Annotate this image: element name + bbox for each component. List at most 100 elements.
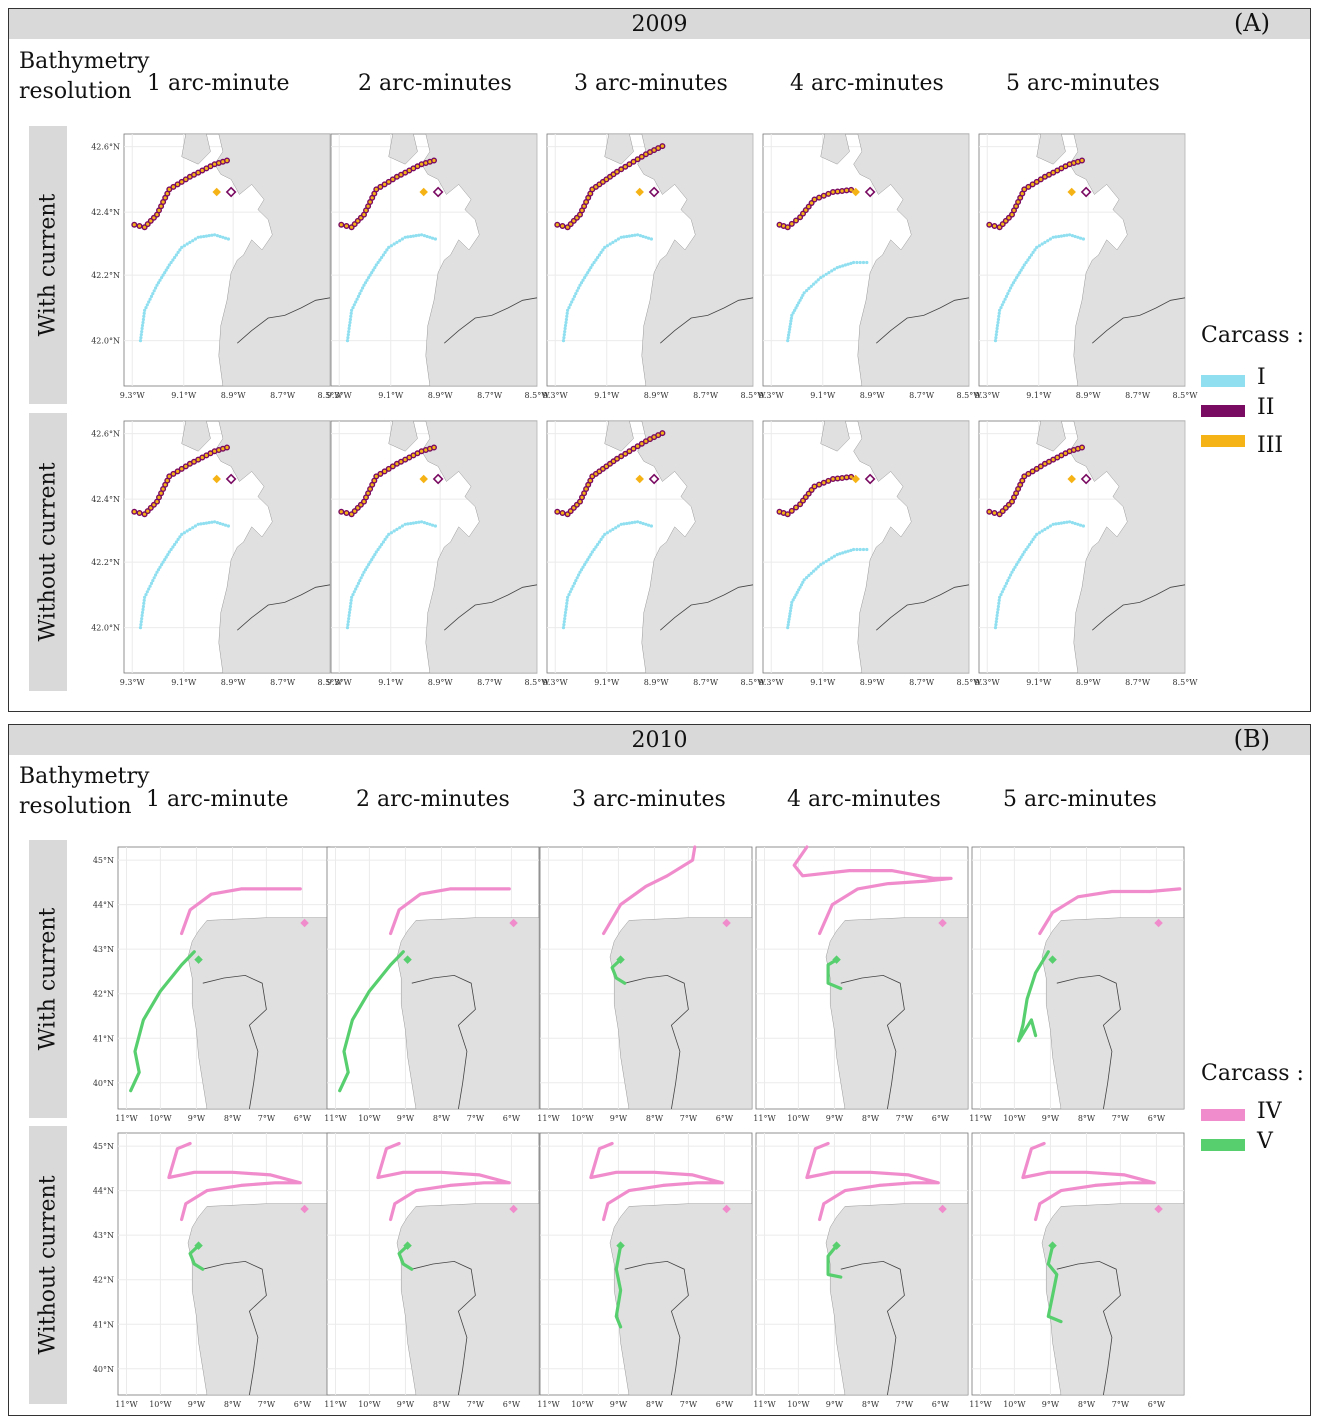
land bbox=[1069, 133, 1186, 387]
x-tick-label: 9.3°W bbox=[543, 391, 569, 400]
trajectory-point bbox=[223, 444, 230, 451]
trajectory-point bbox=[788, 327, 792, 331]
trajectory-IV bbox=[589, 1141, 724, 1222]
trajectory-point bbox=[164, 555, 168, 559]
trajectory-point bbox=[178, 178, 185, 185]
land bbox=[214, 133, 331, 387]
trajectory-point bbox=[1051, 522, 1055, 526]
trajectory-point bbox=[380, 542, 384, 547]
trajectory-point bbox=[352, 590, 356, 594]
trajectory-point bbox=[590, 550, 594, 554]
trajectory-point bbox=[224, 523, 228, 527]
map-facet: 9.3°W 9.1°W 8.9°W 8.7°W 8.5°W bbox=[327, 133, 550, 400]
trajectory-point bbox=[355, 297, 359, 301]
trajectory-point bbox=[354, 587, 358, 591]
x-tick-label: 9°W bbox=[188, 1114, 206, 1123]
trajectory-point bbox=[605, 531, 609, 535]
trajectory-point bbox=[991, 509, 998, 516]
border-line bbox=[1056, 1260, 1121, 1396]
trajectory-point bbox=[849, 261, 853, 265]
trajectory-point bbox=[784, 224, 791, 231]
trajectory-point bbox=[787, 617, 791, 621]
trajectory-point bbox=[345, 626, 350, 630]
trajectory-point bbox=[1021, 186, 1028, 193]
x-tick-label: 6°W bbox=[1148, 1400, 1166, 1409]
trajectory-point bbox=[207, 234, 211, 238]
x-tick-label: 6°W bbox=[716, 1400, 734, 1409]
trajectory-point bbox=[346, 336, 350, 340]
trajectory-point bbox=[381, 253, 385, 257]
trajectory-point bbox=[373, 553, 377, 557]
trajectory-point bbox=[793, 504, 800, 511]
trajectory-point bbox=[136, 222, 143, 229]
trajectory-point bbox=[210, 520, 214, 524]
trajectory-point bbox=[347, 610, 352, 615]
trajectory-point bbox=[1079, 236, 1083, 240]
trajectory-point bbox=[843, 550, 847, 554]
trajectory-point bbox=[821, 274, 825, 278]
trajectory-point bbox=[1022, 550, 1026, 554]
trajectory-point bbox=[376, 260, 380, 265]
trajectory-point bbox=[801, 293, 805, 297]
x-tick-label: 9.1°W bbox=[378, 678, 404, 687]
land bbox=[181, 133, 211, 165]
trajectory-point bbox=[178, 535, 182, 539]
trajectory-point bbox=[354, 300, 358, 304]
trajectory-point bbox=[587, 268, 591, 272]
trajectory-point bbox=[178, 248, 182, 252]
x-tick-label: 10°W bbox=[1003, 1400, 1026, 1409]
trajectory-point bbox=[579, 568, 584, 572]
trajectory-V bbox=[610, 958, 627, 985]
trajectory-point bbox=[140, 323, 145, 328]
resolution-header: 4 arc-minutes bbox=[790, 71, 944, 96]
release-point-V bbox=[403, 955, 412, 964]
trajectory-point bbox=[171, 258, 175, 262]
trajectory-point bbox=[996, 320, 1000, 325]
trajectory-point bbox=[838, 265, 842, 269]
trajectory-point bbox=[155, 570, 159, 574]
map-facet: 9.3°W 9.1°W 8.9°W 8.7°W 8.5°W bbox=[975, 420, 1198, 687]
trajectory-point bbox=[199, 522, 203, 526]
trajectory-point bbox=[378, 258, 382, 262]
x-tick-label: 7°W bbox=[680, 1400, 698, 1409]
trajectory-IV bbox=[376, 1141, 511, 1222]
trajectory-point bbox=[1010, 570, 1014, 574]
trajectory-point bbox=[1021, 266, 1025, 270]
trajectory-V bbox=[614, 1244, 623, 1329]
trajectory-point bbox=[849, 548, 853, 552]
trajectory-point bbox=[835, 553, 839, 557]
panel-2010: 2010 (B) Bathymetry resolution 1 arc-min… bbox=[8, 724, 1311, 1416]
trajectory-point bbox=[166, 473, 173, 480]
trajectory-point bbox=[794, 306, 798, 310]
trajectory-point bbox=[355, 584, 359, 588]
x-tick-label: 8°W bbox=[433, 1400, 451, 1409]
x-tick-label: 6°W bbox=[716, 1114, 734, 1123]
trajectory-point bbox=[154, 573, 158, 577]
trajectory-point bbox=[601, 248, 605, 252]
trajectory-point bbox=[378, 545, 382, 549]
trajectory-point bbox=[433, 524, 437, 528]
trajectory-point bbox=[1028, 255, 1032, 260]
trajectory-point bbox=[638, 234, 642, 238]
trajectory-point bbox=[1003, 584, 1007, 588]
trajectory-point bbox=[169, 260, 173, 265]
trajectory-point bbox=[144, 593, 148, 597]
trajectory-point bbox=[1076, 235, 1080, 239]
trajectory-point bbox=[1068, 520, 1072, 524]
x-tick-label: 11°W bbox=[324, 1114, 347, 1123]
trajectory-point bbox=[142, 314, 146, 318]
border-line bbox=[660, 584, 754, 631]
x-tick-label: 9°W bbox=[397, 1114, 415, 1123]
trajectory-point bbox=[563, 326, 567, 331]
x-tick-label: 10°W bbox=[149, 1114, 172, 1123]
trajectory-point bbox=[142, 311, 146, 315]
trajectory-point bbox=[997, 601, 1001, 605]
trajectory-point bbox=[406, 235, 410, 239]
trajectory-point bbox=[998, 595, 1002, 599]
trajectory-point bbox=[793, 308, 797, 312]
trajectory-point bbox=[838, 552, 842, 556]
trajectory-point bbox=[346, 623, 350, 627]
trajectory-point bbox=[428, 235, 432, 239]
x-tick-label: 6°W bbox=[294, 1114, 312, 1123]
trajectory-point bbox=[1031, 537, 1035, 541]
